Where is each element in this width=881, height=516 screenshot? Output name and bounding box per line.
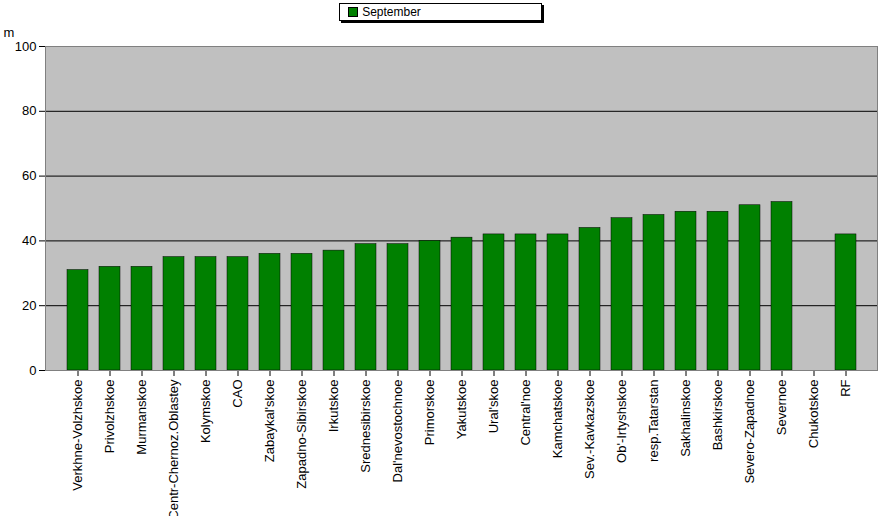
svg-text:RF: RF xyxy=(838,379,853,396)
svg-text:Severnoe: Severnoe xyxy=(774,380,789,436)
html-text:September: September xyxy=(362,5,421,19)
svg-text:CAO: CAO xyxy=(230,380,245,408)
svg-text:m: m xyxy=(4,25,15,40)
svg-text:Kamchatskoe: Kamchatskoe xyxy=(550,380,565,459)
svg-text:Zabaykal'skoe: Zabaykal'skoe xyxy=(262,380,277,463)
svg-text:Sakhalinskoe: Sakhalinskoe xyxy=(678,380,693,457)
svg-text:Zapadno-Sibirskoe: Zapadno-Sibirskoe xyxy=(294,380,309,489)
svg-text:Primorskoe: Primorskoe xyxy=(422,380,437,446)
svg-text:Privolzhskoe: Privolzhskoe xyxy=(102,380,117,454)
svg-text:40: 40 xyxy=(22,233,36,248)
svg-text:Srednesibirskoe: Srednesibirskoe xyxy=(358,380,373,473)
svg-text:0: 0 xyxy=(29,363,36,378)
svg-text:100: 100 xyxy=(15,39,37,54)
svg-text:resp.Tatarstan: resp.Tatarstan xyxy=(646,380,661,462)
svg-text:Dal'nevostochnoe: Dal'nevostochnoe xyxy=(390,380,405,483)
svg-text:Chukotskoe: Chukotskoe xyxy=(806,380,821,449)
svg-text:Murmanskoe: Murmanskoe xyxy=(134,380,149,455)
svg-text:Sev.-Kavkazskoe: Sev.-Kavkazskoe xyxy=(582,380,597,479)
svg-text:60: 60 xyxy=(22,168,36,183)
svg-text:Ob'-Irtyshskoe: Ob'-Irtyshskoe xyxy=(614,380,629,463)
svg-text:Verkhne-Volzhskoe: Verkhne-Volzhskoe xyxy=(70,380,85,491)
svg-text:Yakutskoe: Yakutskoe xyxy=(454,380,469,440)
svg-text:Kolymskoe: Kolymskoe xyxy=(198,380,213,444)
svg-text:20: 20 xyxy=(22,298,36,313)
svg-text:80: 80 xyxy=(22,103,36,118)
svg-text:Bashkirskoe: Bashkirskoe xyxy=(710,380,725,451)
svg-text:Ural'skoe: Ural'skoe xyxy=(486,380,501,434)
svg-text:Severo-Zapadnoe: Severo-Zapadnoe xyxy=(742,380,757,484)
svg-text:Irkutskoe: Irkutskoe xyxy=(326,380,341,433)
svg-text:Centr-Chernoz.Oblastey: Centr-Chernoz.Oblastey xyxy=(166,379,181,516)
svg-text:Central'noe: Central'noe xyxy=(518,380,533,446)
